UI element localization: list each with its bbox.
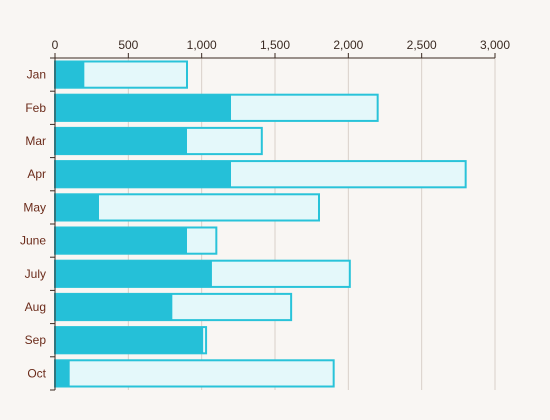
- series-2-bars: [55, 61, 231, 387]
- category-label-july: July: [25, 267, 46, 281]
- axes: [50, 53, 496, 391]
- category-label-oct: Oct: [27, 366, 46, 380]
- x-tick-label: 0: [52, 38, 59, 52]
- x-tick-label: 500: [118, 38, 138, 52]
- category-label-feb: Feb: [25, 101, 46, 115]
- category-label-aug: Aug: [25, 300, 46, 314]
- bar-front-sep: [55, 327, 204, 354]
- category-labels: Jan Feb Mar Apr May June July Aug Sep Oct: [20, 68, 47, 381]
- x-tick-label: 1,000: [187, 38, 217, 52]
- bar-front-jan: [55, 61, 85, 88]
- bar-back-oct: [54, 359, 335, 388]
- category-label-mar: Mar: [25, 134, 46, 148]
- category-label-sep: Sep: [25, 333, 47, 347]
- bar-front-may: [55, 194, 99, 221]
- x-tick-label: 2,000: [333, 38, 363, 52]
- category-label-june: June: [20, 234, 46, 248]
- bar-front-apr: [55, 161, 231, 188]
- category-label-may: May: [23, 200, 46, 214]
- x-tick-labels: 0 500 1,000 1,500 2,000 2,500 3,000: [52, 38, 511, 52]
- bar-front-june: [55, 227, 187, 254]
- x-tick-label: 3,000: [480, 38, 510, 52]
- category-label-jan: Jan: [27, 68, 46, 82]
- bar-front-feb: [55, 94, 231, 121]
- x-tick-label: 2,500: [407, 38, 437, 52]
- category-label-apr: Apr: [27, 167, 46, 181]
- bar-front-july: [55, 260, 212, 287]
- x-tick-label: 1,500: [260, 38, 290, 52]
- bar-front-mar: [55, 127, 187, 155]
- bar-front-aug: [55, 293, 173, 321]
- bar-front-oct: [55, 360, 70, 387]
